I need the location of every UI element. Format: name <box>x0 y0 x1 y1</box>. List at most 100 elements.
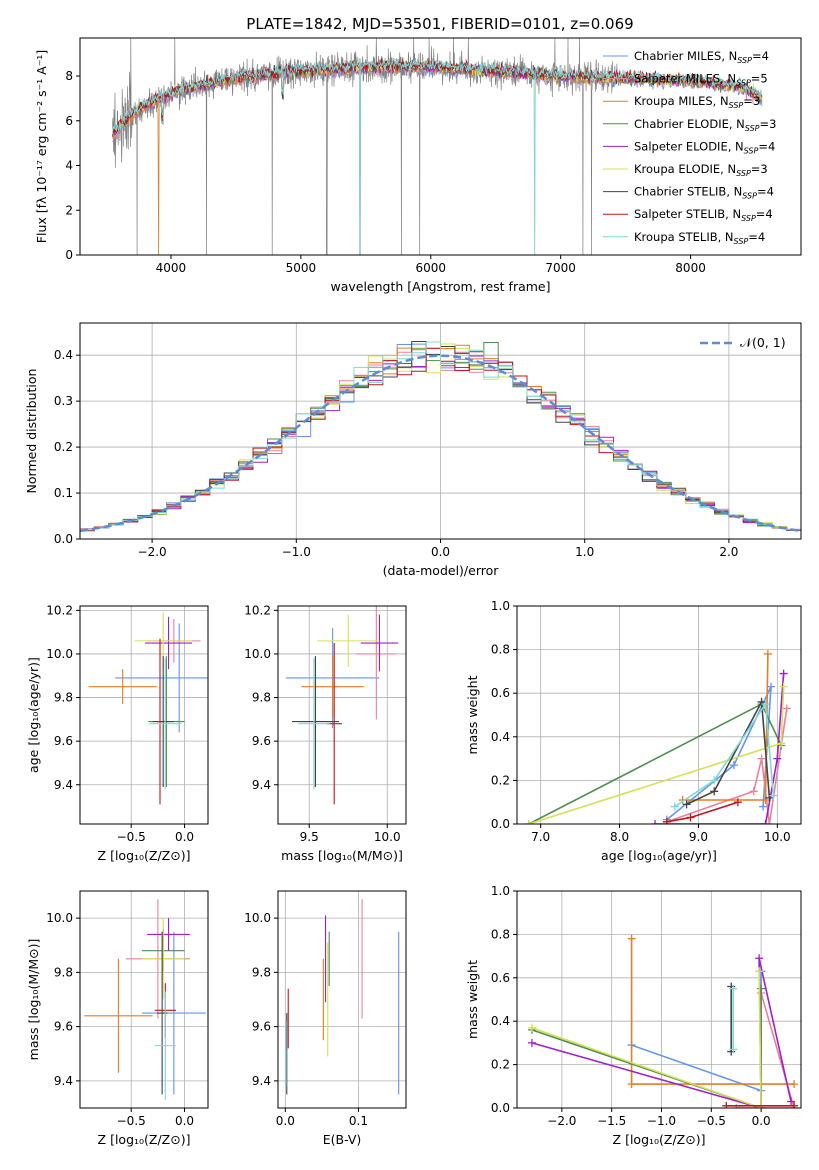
x-tick-label: −0.5 <box>117 1114 146 1128</box>
axes-decor: −2.0 −1.5 −1.0 −0.5 0.0 0.0 0.2 0.4 0.6 0.8 1.0 Z [… <box>465 884 771 1147</box>
x-tick-label: 5000 <box>286 261 317 275</box>
y-tick-label: 10.0 <box>244 911 271 925</box>
x-tick-label: −2.0 <box>547 1114 576 1128</box>
weight-marker <box>686 813 695 822</box>
y-tick-label: 6 <box>65 114 73 128</box>
mass-vs-metallicity-panel: −0.5 0.0 9.4 9.6 9.8 10.0 Z [log₁₀(Z/Z⊙)] mass … <box>26 890 209 1147</box>
legend-name: Kroupa ELODIE, N <box>634 162 736 176</box>
y-tick-label: 9.4 <box>54 778 73 792</box>
y-tick-label: 10.2 <box>46 603 73 617</box>
weight-lines <box>524 649 791 824</box>
x-tick-label: 0.0 <box>175 1114 194 1128</box>
mass-vs-extinction-panel: 0.0 0.1 9.4 9.6 9.8 10.0 E(B-V) <box>244 890 407 1147</box>
y-axis-label: age [log₁₀(age/yr)] <box>26 657 41 773</box>
errorbar-point <box>147 918 190 951</box>
normal-curve <box>80 354 801 533</box>
weight-marker <box>773 754 782 763</box>
legend-count: =4 <box>756 207 773 221</box>
errorbars <box>285 606 399 805</box>
x-tick-label: −0.5 <box>117 830 146 844</box>
weight-series-line <box>531 988 762 1108</box>
weight-marker <box>527 1023 536 1032</box>
y-tick-label: 0.4 <box>54 348 73 362</box>
weight-marker <box>790 1080 799 1089</box>
legend-name: Salpeter STELIB, N <box>634 207 741 221</box>
figure-title: PLATE=1842, MJD=53501, FIBERID=0101, z=0… <box>246 15 633 33</box>
y-tick-label: 9.8 <box>252 965 271 979</box>
weight-series-line <box>528 686 785 824</box>
y-tick-label: 0.2 <box>491 773 510 787</box>
x-tick-label: 2.0 <box>719 545 738 559</box>
weight-marker <box>761 700 770 709</box>
legend-count: =4 <box>748 230 765 244</box>
x-axis-label: Z [log₁₀(Z/Z⊙)] <box>613 1132 706 1147</box>
weight-series-line <box>630 938 794 1085</box>
legend-name: Chabrier MILES, N <box>634 49 737 63</box>
weight-series-line <box>674 701 775 808</box>
legend-count: =3 <box>751 162 768 176</box>
errorbars <box>84 899 206 1100</box>
weight-marker <box>524 820 533 824</box>
legend-count: =3 <box>760 117 777 131</box>
legend-name: Salpeter ELODIE, N <box>634 139 744 153</box>
weight-lines <box>527 934 799 1108</box>
legend-name: Kroupa STELIB, N <box>634 230 734 244</box>
x-tick-label: 8.0 <box>610 830 629 844</box>
axes-frame <box>277 890 407 1109</box>
y-tick-label: 0.4 <box>491 730 510 744</box>
y-tick-label: 10.0 <box>244 647 271 661</box>
weight-marker <box>733 798 742 807</box>
weight-marker <box>527 1038 536 1047</box>
legend-count: =3 <box>743 94 760 108</box>
errorbar-point <box>149 658 182 790</box>
legend-sub: SSP <box>742 192 757 201</box>
y-tick-label: 1.0 <box>491 599 510 613</box>
weight-marker <box>790 1101 799 1108</box>
y-tick-label: 0.4 <box>491 1014 510 1028</box>
weight-marker <box>755 967 764 976</box>
weight-marker <box>682 800 691 809</box>
legend-label: Chabrier ELODIE, NSSP=3 <box>634 117 776 133</box>
model-spectrum-line <box>112 57 763 255</box>
weight-marker <box>759 802 768 811</box>
x-tick-label: −1.0 <box>282 545 311 559</box>
legend-name: Salpeter MILES, N <box>634 72 736 86</box>
x-axis-label: wavelength [Angstrom, rest frame] <box>330 279 550 294</box>
y-tick-label: 0.6 <box>491 686 510 700</box>
weight-series-line <box>736 992 795 1108</box>
x-tick-label: 8000 <box>675 261 706 275</box>
weight-marker <box>757 754 766 763</box>
axes-frame <box>516 890 802 1109</box>
legend-sub: SSP <box>741 214 756 223</box>
residual-histogram-panel: −2.0 −1.0 0.0 1.0 2.0 0.0 0.1 0.2 0.3 0.4 (data-mo… <box>24 322 802 578</box>
x-tick-label: 7000 <box>545 261 576 275</box>
weight-series-line <box>686 699 771 806</box>
weight-marker <box>779 669 788 678</box>
x-axis-label: Z [log₁₀(Z/Z⊙)] <box>98 848 191 863</box>
errorbar-point <box>301 656 364 718</box>
age-vs-mass-panel: 9.5 10.0 9.4 9.6 9.8 10.0 10.2 mass [log₁₀(M/M⊙… <box>244 603 407 863</box>
errorbar-point <box>141 918 185 1000</box>
y-tick-label: 0.2 <box>54 440 73 454</box>
legend-label: Kroupa ELODIE, NSSP=3 <box>634 162 768 178</box>
legend-sub: SSP <box>734 237 749 246</box>
y-tick-label: 9.4 <box>252 778 271 792</box>
x-tick-label: 10.0 <box>764 830 791 844</box>
legend-name: Chabrier STELIB, N <box>634 185 742 199</box>
weight-marker <box>767 682 776 691</box>
errorbar-point <box>155 638 165 805</box>
x-tick-label: 7.0 <box>531 830 550 844</box>
weight-marker <box>710 776 719 785</box>
legend-count: =4 <box>758 139 775 153</box>
weight-marker <box>765 820 774 824</box>
x-tick-label: 6000 <box>415 261 446 275</box>
observed-spectrum <box>112 38 619 255</box>
errorbar-point <box>141 931 206 1095</box>
weight-marker <box>729 761 738 770</box>
x-tick-label: 0.0 <box>752 1114 771 1128</box>
x-tick-label: 0.0 <box>276 1114 295 1128</box>
legend-label: Kroupa MILES, NSSP=3 <box>634 94 760 110</box>
x-tick-label: 0.0 <box>431 545 450 559</box>
